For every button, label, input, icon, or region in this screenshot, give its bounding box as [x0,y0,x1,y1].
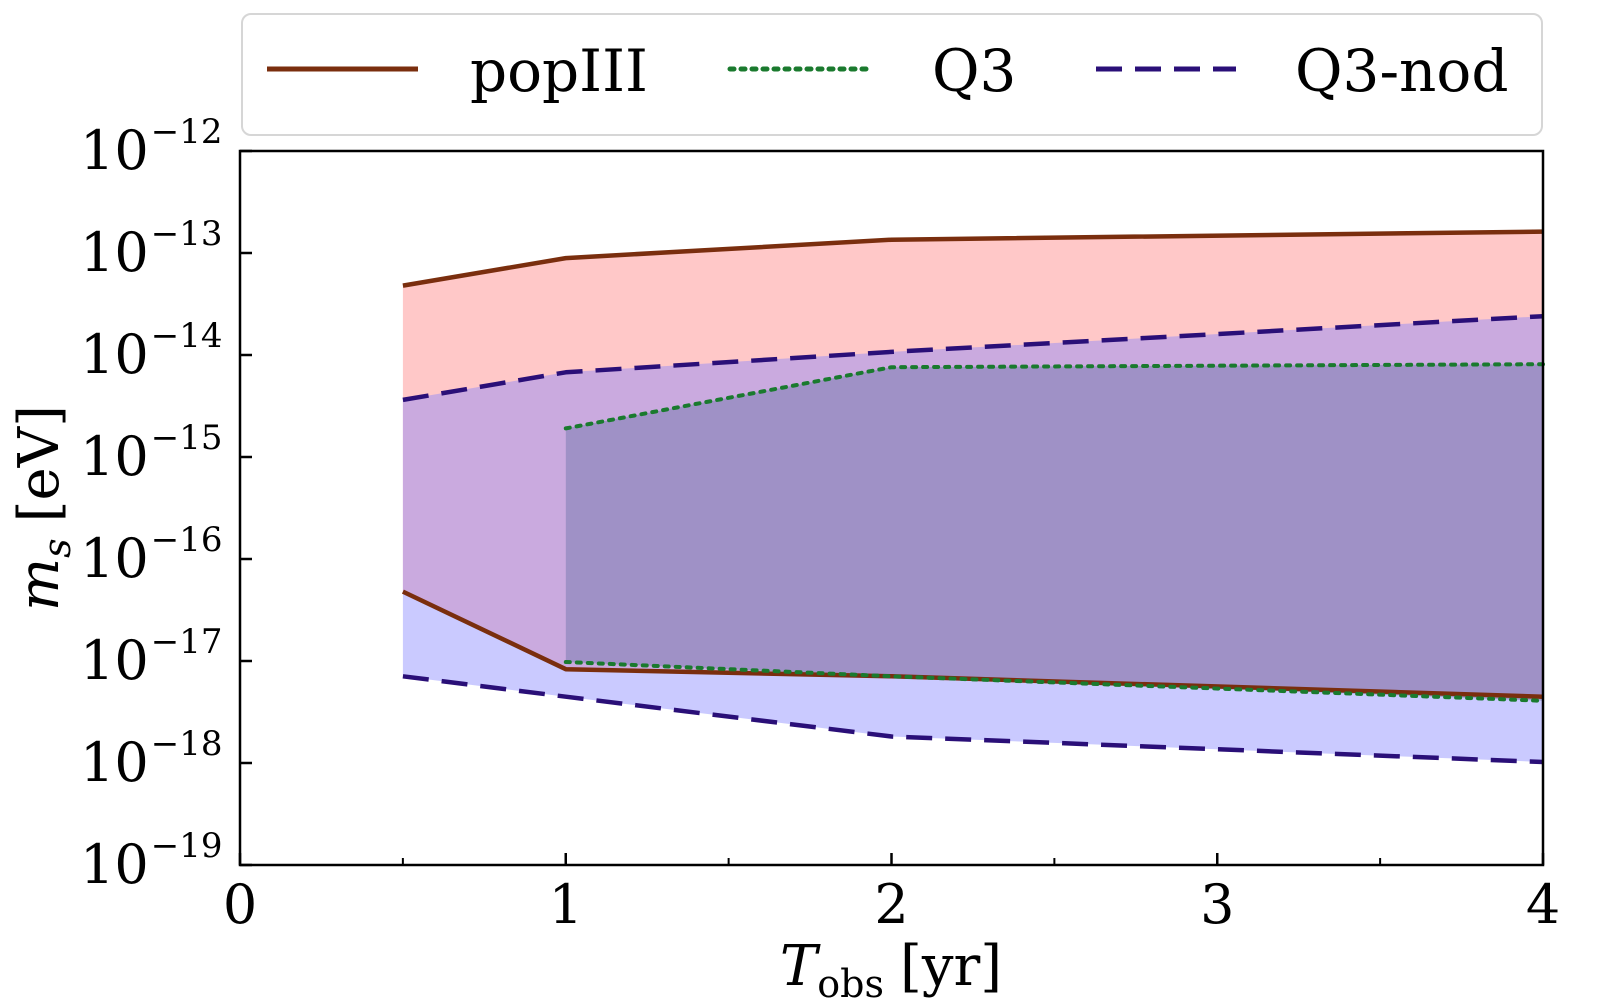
y-tick-label: 10−14 [80,316,222,386]
line-q3-nod-lower [402,674,1544,765]
x-tick-label: 3 [1200,873,1234,936]
y-tick-label: 10−19 [80,826,222,896]
legend-label-Q3: Q3 [932,37,1016,105]
line-q3-lower [563,660,1545,703]
band-q3 [565,364,1543,701]
y-axis-title: ms[eV] [7,405,79,611]
legend-label-Q3-nod: Q3-nod [1295,37,1508,105]
legend-label-popIII: popIII [470,37,648,105]
y-tick-label: 10−12 [80,112,222,182]
line-popiii-lower [401,589,1544,699]
x-axis-ticks: 0 1 2 3 4 [223,853,1560,936]
x-axis-title: Tobs [yr] [780,934,1002,1000]
line-popiii-upper [402,229,1544,288]
y-tick-label: 10−15 [80,418,222,488]
legend-box [241,13,1543,136]
band-q3-nod [402,316,1543,762]
x-tick-label: 4 [1526,873,1560,936]
x-tick-label: 0 [223,873,257,936]
y-axis-ticks: 10−12 10−13 10−14 10−15 10−16 10−17 10−18 10−19 [80,112,252,896]
line-q3-upper [563,362,1545,431]
line-q3-nod-upper [402,313,1544,403]
series-lines [401,229,1545,765]
x-tick-label: 1 [549,873,583,936]
series-fills [402,231,1543,762]
y-tick-label: 10−13 [80,214,222,284]
legend: popIII Q3 Q3-nod [241,13,1543,136]
y-tick-label: 10−18 [80,724,222,794]
y-tick-label: 10−16 [80,520,222,590]
y-tick-label: 10−17 [80,622,222,692]
x-tick-label: 2 [874,873,908,936]
